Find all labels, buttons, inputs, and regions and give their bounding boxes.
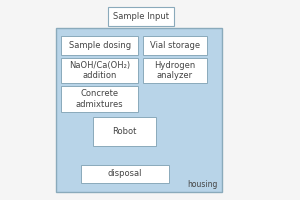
FancyBboxPatch shape (142, 36, 207, 55)
Text: Hydrogen
analyzer: Hydrogen analyzer (154, 61, 195, 80)
FancyBboxPatch shape (81, 165, 169, 183)
Text: Concrete
admixtures: Concrete admixtures (76, 89, 124, 109)
Text: disposal: disposal (108, 170, 142, 178)
Text: Sample Input: Sample Input (113, 12, 169, 21)
FancyBboxPatch shape (56, 28, 222, 192)
FancyBboxPatch shape (93, 117, 156, 146)
Text: Sample dosing: Sample dosing (69, 41, 131, 50)
FancyBboxPatch shape (142, 58, 207, 83)
Text: Vial storage: Vial storage (150, 41, 200, 50)
Text: Robot: Robot (112, 127, 137, 136)
FancyBboxPatch shape (61, 58, 138, 83)
Text: NaOH/Ca(OH₂)
addition: NaOH/Ca(OH₂) addition (69, 61, 130, 80)
FancyBboxPatch shape (108, 7, 174, 26)
Text: housing: housing (187, 180, 217, 189)
FancyBboxPatch shape (61, 36, 138, 55)
FancyBboxPatch shape (61, 86, 138, 112)
